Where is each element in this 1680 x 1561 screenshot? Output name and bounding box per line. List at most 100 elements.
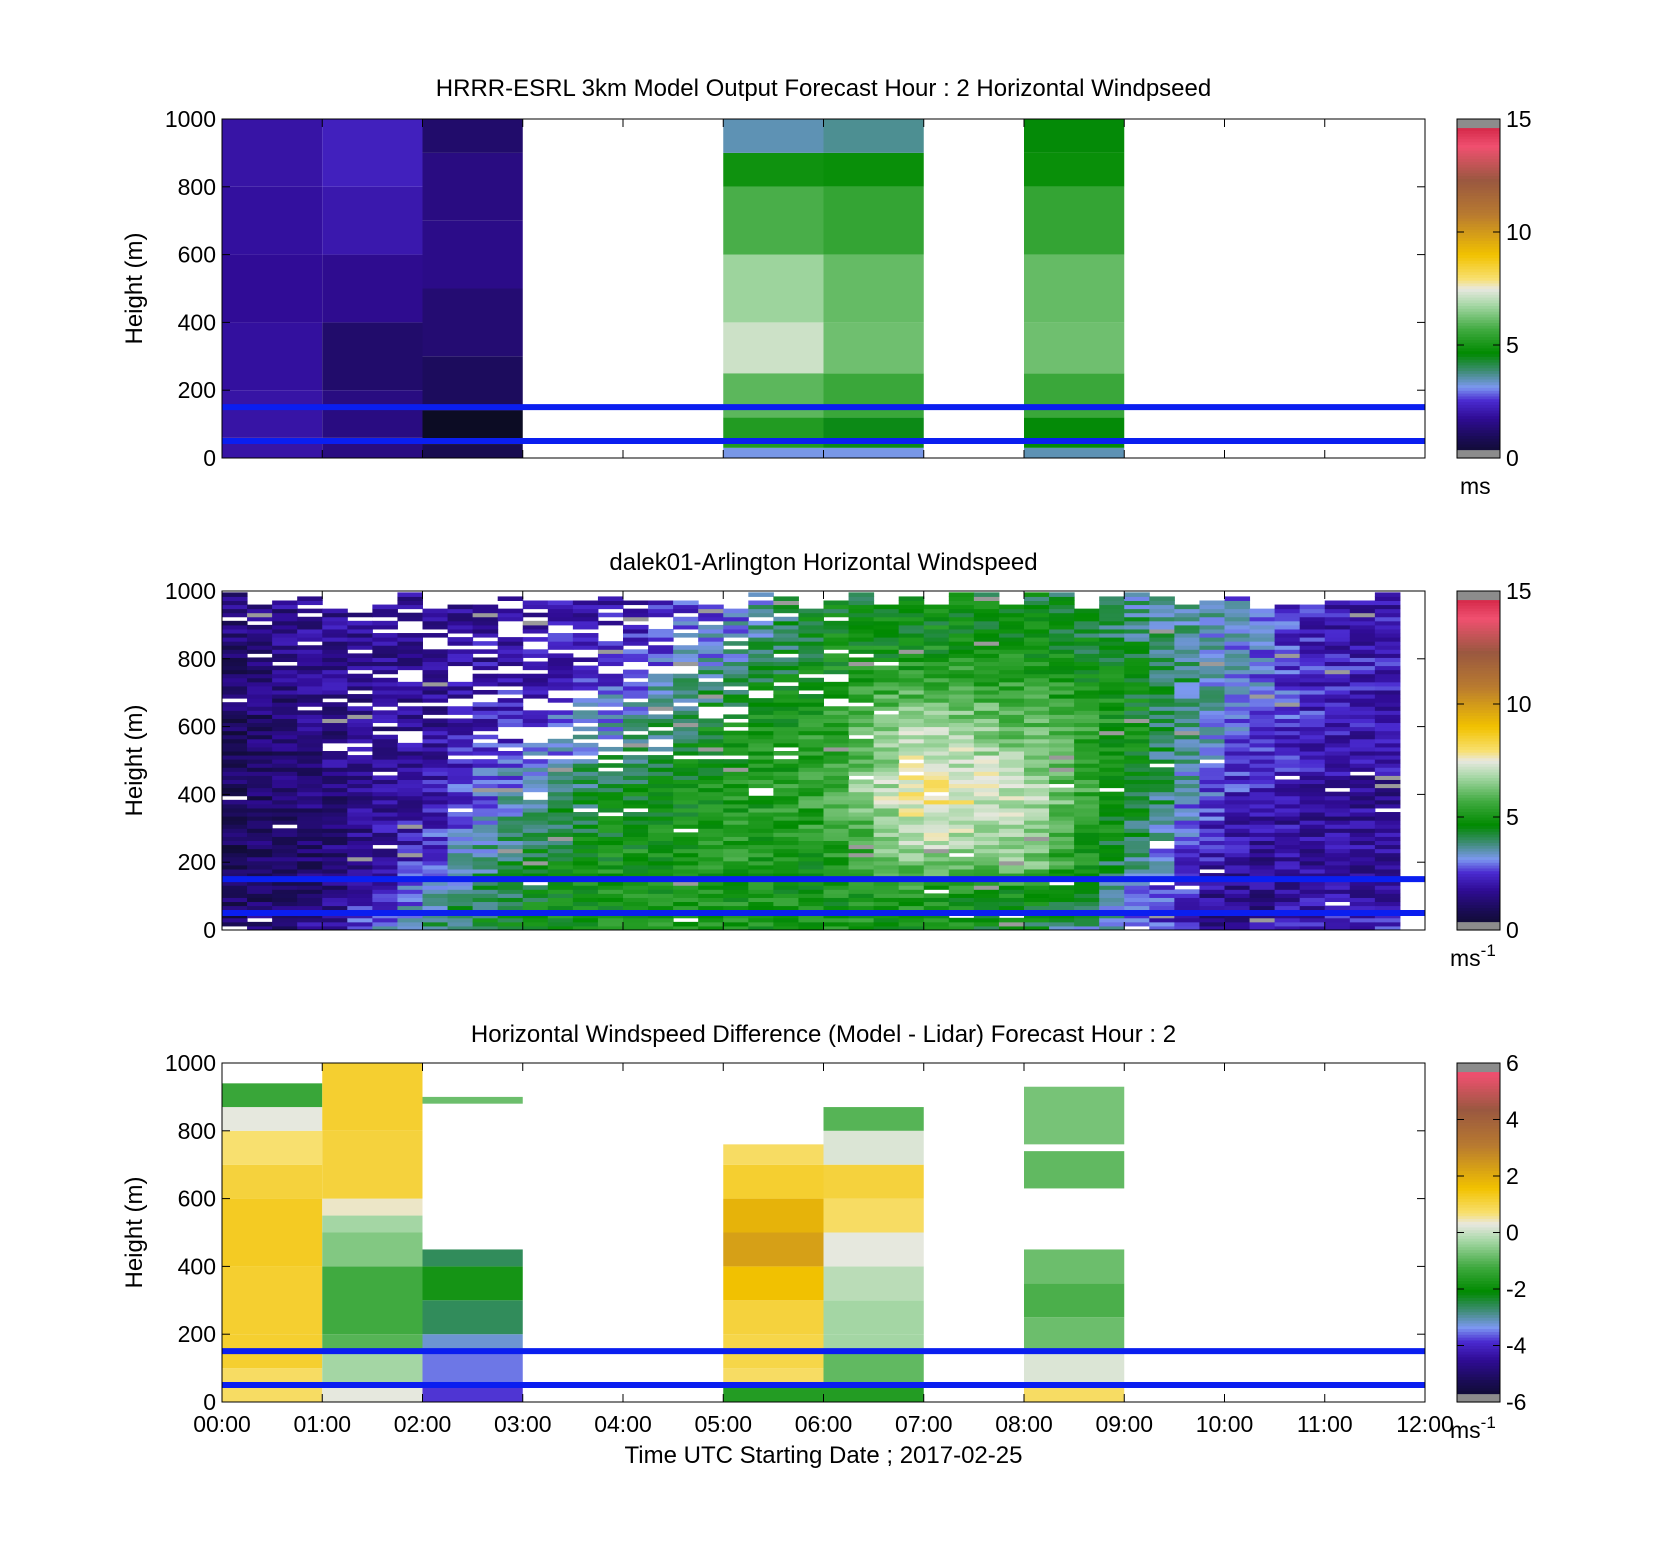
heatmap-cell [798, 677, 824, 683]
heatmap-cell [322, 767, 348, 772]
heatmap-cell [372, 714, 398, 719]
heatmap-cell [372, 755, 398, 760]
heatmap-cell [1199, 812, 1225, 817]
heatmap-cell [472, 868, 499, 874]
heatmap-cell [447, 812, 474, 817]
heatmap-cell [998, 779, 1025, 785]
heatmap-cell [1299, 767, 1326, 772]
heatmap-cell [547, 881, 574, 886]
heatmap-cell [1249, 763, 1276, 768]
heatmap-cell [723, 860, 749, 866]
heatmap-cell [322, 828, 348, 833]
heatmap-cell [748, 925, 774, 931]
heatmap-cell [948, 689, 975, 695]
heatmap-cell [372, 868, 398, 874]
heatmap-cell [648, 921, 674, 927]
heatmap-cell [698, 925, 724, 931]
colorbar-step [1457, 1232, 1500, 1236]
heatmap-cell [1199, 925, 1225, 931]
heatmap-cell [1374, 832, 1401, 837]
heatmap-cell [848, 616, 875, 622]
heatmap-cell [1174, 795, 1200, 801]
heatmap-cell [948, 844, 975, 850]
heatmap-cell [297, 803, 323, 809]
heatmap-cell [322, 787, 348, 793]
heatmap-cell [998, 637, 1025, 642]
heatmap-cell [472, 864, 499, 870]
heatmap-cell [297, 600, 323, 606]
heatmap-cell [447, 791, 474, 797]
colorbar-step [1457, 893, 1500, 897]
heatmap-cell [973, 795, 1000, 801]
heatmap-cell [222, 885, 248, 890]
heatmap-cell [1349, 759, 1376, 764]
heatmap-cell [748, 669, 774, 675]
heatmap-cell [648, 779, 674, 785]
heatmap-cell [1174, 832, 1200, 837]
heatmap-cell [623, 889, 649, 894]
heatmap-cell [1274, 746, 1301, 752]
heatmap-cell [1124, 710, 1150, 715]
heatmap-cell [222, 596, 248, 601]
colorbar-step [1457, 443, 1500, 448]
heatmap-cell [597, 856, 624, 862]
heatmap-cell [222, 592, 248, 597]
colorbar-step [1457, 1119, 1500, 1123]
heatmap-cell [848, 807, 875, 813]
heatmap-cell [698, 689, 724, 695]
colorbar-step [1457, 215, 1500, 219]
heatmap-cell [973, 840, 1000, 846]
heatmap-cell [547, 641, 574, 646]
colorbar-step [1457, 1260, 1500, 1265]
heatmap-cell [1074, 803, 1100, 809]
heatmap-cell [1124, 612, 1150, 618]
heatmap-cell [447, 628, 474, 634]
heatmap-cell [998, 673, 1025, 679]
colorbar-step [1457, 856, 1500, 860]
heatmap-cell [397, 746, 423, 752]
heatmap-cell [422, 816, 449, 821]
heatmap-cell [1174, 714, 1200, 719]
heatmap-cell [222, 864, 248, 870]
heatmap-cell [698, 803, 724, 809]
heatmap-cell [472, 714, 499, 719]
heatmap-cell [898, 742, 925, 748]
heatmap-cell [973, 860, 1000, 866]
heatmap-cell [422, 925, 449, 931]
heatmap-cell [798, 620, 824, 626]
colorbar-step [1457, 1373, 1500, 1378]
heatmap-cell [848, 848, 875, 854]
heatmap-cell [1149, 734, 1175, 740]
heatmap-cell [923, 771, 950, 776]
heatmap-cell [723, 620, 749, 626]
heatmap-cell [1049, 925, 1075, 931]
heatmap-cell [272, 657, 298, 663]
heatmap-cell [1149, 600, 1175, 606]
heatmap-cell [1224, 681, 1251, 687]
colorbar-step [1457, 1238, 1500, 1242]
colorbar-step [1457, 859, 1500, 863]
heatmap-cell [497, 897, 524, 903]
heatmap-cell [898, 763, 925, 768]
heatmap-cell [923, 612, 950, 618]
heatmap-cell [1349, 661, 1376, 667]
heatmap-cell [723, 186, 824, 255]
heatmap-cell [948, 836, 975, 842]
heatmap-cell [597, 860, 624, 866]
heatmap-cell [848, 844, 875, 850]
heatmap-cell [1299, 860, 1326, 866]
heatmap-cell [272, 616, 298, 622]
colorbar-step [1457, 339, 1500, 343]
colorbar-step [1457, 811, 1500, 815]
heatmap-cell [848, 592, 875, 597]
heatmap-cell [272, 742, 298, 748]
heatmap-cell [472, 836, 499, 842]
heatmap-cell [472, 751, 499, 756]
colorbar-step [1457, 240, 1500, 244]
heatmap-cell [547, 661, 574, 667]
heatmap-cell [1024, 722, 1050, 728]
heatmap-cell [347, 746, 373, 752]
colorbar-step [1457, 771, 1500, 776]
heatmap-cell [823, 738, 850, 744]
heatmap-cell [998, 824, 1025, 829]
